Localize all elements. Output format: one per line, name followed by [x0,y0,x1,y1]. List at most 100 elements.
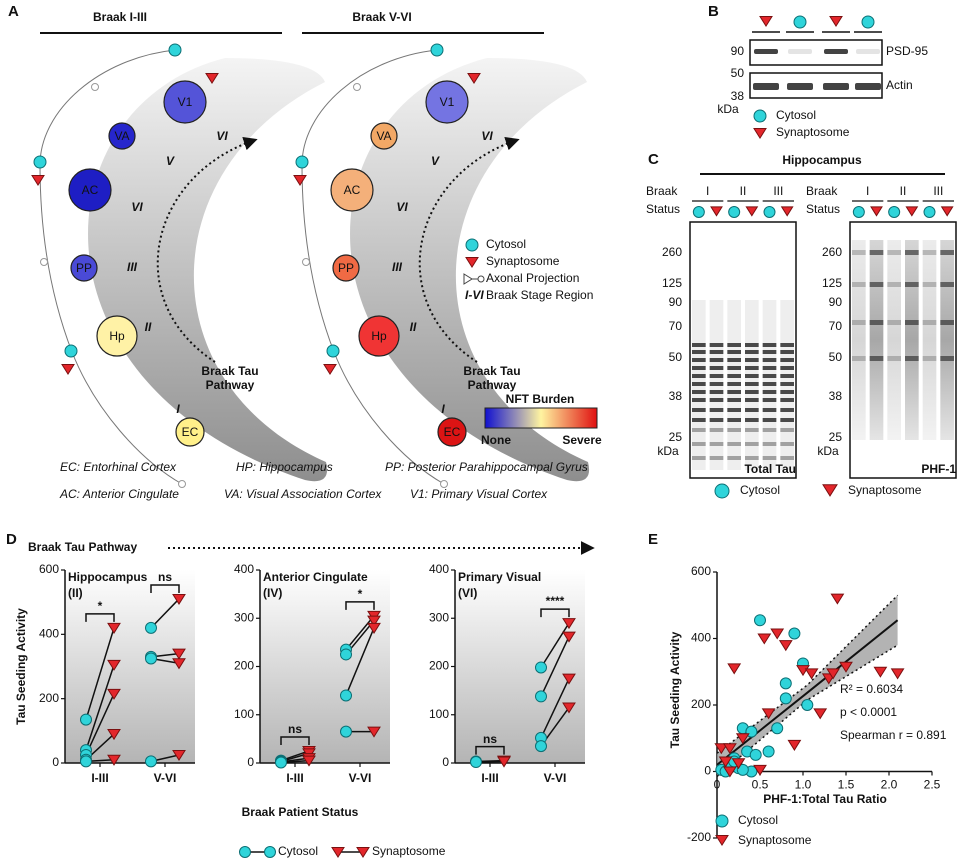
synaptosome-point [172,648,186,660]
synaptosome-point [497,756,511,768]
marker-label: 90 [669,295,683,309]
blot-band [762,398,777,402]
blot-band [922,250,937,255]
blot-smear [922,240,937,440]
cytosol-point [80,713,92,726]
blot-band [824,49,848,54]
synaptosome-point [890,668,905,680]
abbreviation: VA: Visual Association Cortex [224,487,382,501]
blot-name: Total Tau [744,462,796,476]
y-tick-label: 400 [691,631,711,645]
y-tick-label: 0 [442,755,449,769]
blot-band [692,398,706,402]
synaptosome-point [804,668,819,680]
pair-line [540,622,570,668]
legend-synaptosome [465,257,479,269]
x-tick-label: V-VI [349,771,372,785]
group-label: II [740,184,747,198]
region-node [332,254,360,282]
cytosol-point [340,648,352,661]
cytosol-point [801,699,814,711]
cytosol-point [762,745,775,758]
legend-text: Synaptosome [776,125,850,139]
marker-unit: kDa [657,444,679,458]
x-axis-label: Braak Patient Status [242,805,359,819]
y-axis-label: Tau Seeding Activity [14,608,28,725]
synaptosome-point [367,622,381,634]
blot-band [905,250,919,255]
blot-band [856,49,880,54]
abbreviation: HP: Hippocampus [236,460,333,474]
cytosol-point [749,748,762,761]
cytosol-symbol [430,43,444,57]
cytosol-point [340,689,352,702]
legend-text: Synaptosome [738,833,812,847]
blot-band [780,408,794,412]
colorbar-title: NFT Burden [506,392,575,406]
blot-band [692,408,706,412]
stage-label: V [166,154,175,168]
legend-text: Cytosol [278,844,318,858]
cytosol-point [145,652,157,665]
cytosol-point [779,692,792,705]
x-tick-label: I-III [286,771,303,785]
blot-band [727,408,741,412]
legend-text: Cytosol [738,813,778,827]
legend-text: Axonal Projection [486,271,579,285]
legend-cytosol [465,238,479,252]
marker-label: 260 [822,245,842,259]
synaptosome-point [761,708,776,720]
y-tick-label: 600 [691,564,711,578]
blot-band [709,374,724,378]
blot-band [692,390,706,394]
pathway-label: Braak Tau [201,364,258,378]
stage-label: I [176,402,180,416]
marker-unit: kDa [717,102,739,116]
blot-band [692,366,706,370]
panel-label: A [8,3,19,20]
synaptosome-point [107,729,121,741]
blot-band [709,343,724,347]
synaptosome-point [731,758,746,770]
colorbar-high: Severe [562,433,602,447]
blot-band [745,418,759,422]
region-label: EC [444,425,461,439]
synaptosome-point [735,733,750,745]
status-label: Braak [806,184,838,198]
blot-band [692,382,706,386]
lane-cytosol [888,206,901,218]
x-tick-label: 1.0 [795,778,812,792]
pathway-arrow [156,136,258,363]
pathway-arrow [418,136,520,363]
blot-band [823,83,849,90]
region-node [96,315,138,357]
cytosol-point [145,755,157,768]
legend-cytosol [715,814,729,828]
crescent [350,58,590,482]
blot-band [754,49,778,54]
plot-background [455,570,585,763]
cytosol-point [535,690,547,703]
legend-text: Cytosol [776,108,816,122]
synaptosome-point [813,708,828,720]
lane-cytosol [861,15,875,29]
group-label: I [866,184,869,198]
blot-band [855,83,881,90]
blot-smear [869,240,884,440]
blot-band [692,350,706,354]
significance-bracket [345,601,375,610]
blot-band [887,320,901,325]
chart-subtitle: (VI) [458,586,477,600]
blot-band [727,374,741,378]
cytosol-symbol [64,344,78,358]
chart-title: Anterior Cingulate [263,570,368,584]
synaptosome-point [727,663,742,675]
lane-cytosol [692,206,705,218]
blot-band [762,408,777,412]
abbreviation: EC: Entorhinal Cortex [60,460,177,474]
marker-label: 90 [829,295,843,309]
abbreviation: V1: Primary Visual Cortex [410,487,548,501]
blot-band [887,250,901,255]
synaptosome-point [722,743,737,755]
blot-band [745,390,759,394]
